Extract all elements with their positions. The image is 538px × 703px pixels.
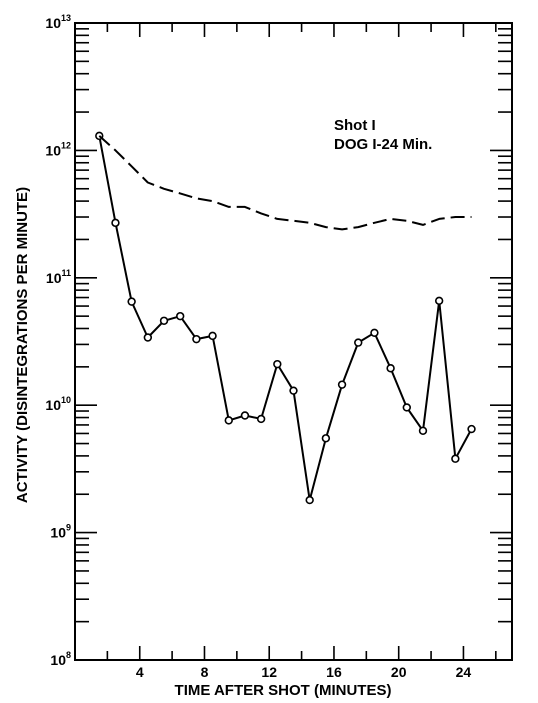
data-point: [434, 296, 444, 305]
y-tick-label: 1013: [45, 13, 71, 31]
x-tick-label: 24: [456, 664, 472, 680]
data-point: [224, 416, 233, 425]
y-tick-base: 10: [45, 15, 61, 31]
solid-series-line: [98, 135, 473, 502]
data-point: [127, 297, 136, 306]
data-point: [192, 334, 201, 344]
y-tick-exponent: 13: [61, 13, 71, 23]
data-point: [256, 414, 266, 424]
data-point: [337, 380, 347, 389]
x-tick-label: 12: [261, 664, 277, 680]
y-tick-base: 10: [46, 270, 62, 286]
data-point: [159, 316, 169, 325]
y-tick-base: 10: [45, 142, 61, 158]
data-point: [370, 328, 379, 338]
data-point: [208, 331, 217, 341]
y-tick-exponent: 10: [61, 395, 71, 405]
y-axis-ticks: [75, 28, 512, 661]
data-point: [305, 495, 314, 505]
series-layer: [95, 131, 476, 505]
data-point: [418, 426, 428, 435]
y-tick-label: 1011: [46, 268, 71, 286]
data-point: [354, 338, 363, 347]
y-tick-base: 10: [50, 525, 66, 541]
x-tick-label: 8: [201, 664, 209, 680]
data-point: [240, 411, 250, 420]
x-axis-title: TIME AFTER SHOT (MINUTES): [175, 682, 392, 699]
y-tick-exponent: 8: [66, 650, 71, 660]
data-point: [143, 333, 153, 342]
annotation-line-2: DOG I-24 Min.: [334, 136, 432, 153]
data-point: [467, 424, 476, 434]
y-tick-exponent: 9: [66, 523, 71, 533]
y-axis-title: ACTIVITY (DISINTEGRATIONS PER MINUTE): [14, 187, 31, 503]
x-tick-label: 20: [391, 664, 407, 680]
data-point: [321, 434, 331, 443]
y-tick-label: 109: [50, 523, 71, 541]
data-point: [289, 386, 298, 395]
y-tick-label: 1012: [45, 140, 71, 158]
y-tick-base: 10: [45, 397, 61, 413]
data-point: [386, 364, 395, 373]
plot-frame: [74, 22, 513, 661]
data-point: [111, 218, 120, 228]
y-tick-exponent: 11: [61, 268, 71, 278]
annotation-line-1: Shot I: [334, 117, 376, 134]
dashed-series-line: [98, 135, 472, 231]
data-point: [176, 311, 185, 321]
x-tick-label: 4: [136, 664, 144, 680]
y-tick-label: 108: [50, 650, 71, 668]
data-point: [273, 359, 282, 369]
y-tick-exponent: 12: [61, 140, 71, 150]
y-tick-label: 1010: [45, 395, 71, 413]
x-tick-label: 16: [326, 664, 342, 680]
data-point: [402, 403, 411, 412]
x-axis-ticks: [106, 23, 497, 660]
data-point: [451, 454, 460, 463]
plot-frame-layer: [74, 22, 513, 661]
y-tick-base: 10: [50, 652, 66, 668]
